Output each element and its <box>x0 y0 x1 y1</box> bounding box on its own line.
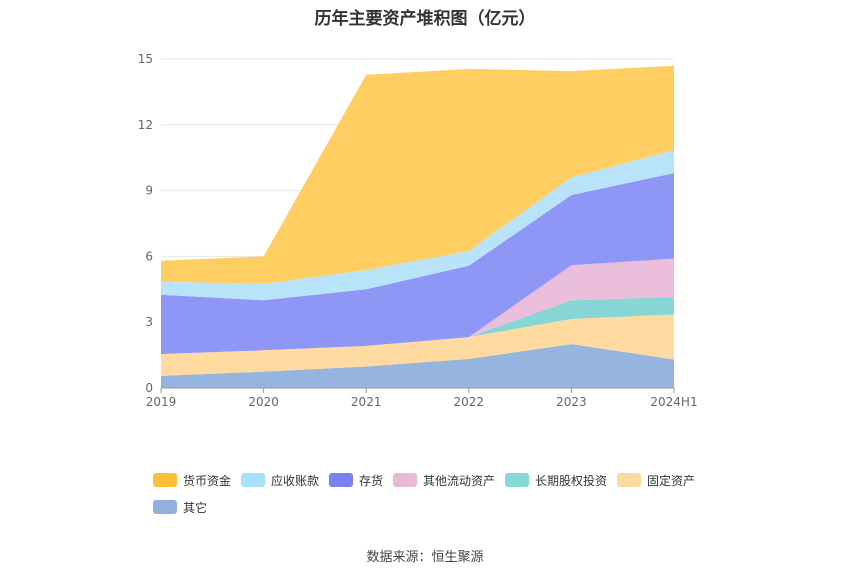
source-caption: 数据来源：恒生聚源 <box>366 550 484 565</box>
legend-swatch <box>241 473 265 487</box>
area-series-3 <box>161 297 674 354</box>
legend-label: 货币资金 <box>183 473 232 488</box>
legend-label: 长期股权投资 <box>535 473 608 488</box>
legend-swatch <box>153 473 177 487</box>
legend-item[interactable]: 其它 <box>153 499 207 515</box>
chart-title: 历年主要资产堆积图（亿元） <box>314 9 536 29</box>
area-series-6 <box>161 150 674 301</box>
legend-swatch <box>329 473 353 487</box>
area-series-4 <box>161 258 674 354</box>
legend-swatch <box>153 500 177 514</box>
y-tick-label: 9 <box>145 184 153 198</box>
legend-swatch <box>393 473 417 487</box>
legend-item[interactable]: 应收账款 <box>241 472 319 488</box>
area-series-2 <box>161 314 674 376</box>
legend-item[interactable]: 其他流动资产 <box>393 472 495 488</box>
legend-swatch <box>505 473 529 487</box>
legend-item[interactable]: 货币资金 <box>153 472 231 488</box>
x-tick-label: 2024H1 <box>650 395 697 409</box>
legend-item[interactable]: 长期股权投资 <box>505 472 607 488</box>
y-tick-label: 3 <box>145 315 153 329</box>
x-tick-label: 2020 <box>248 395 279 409</box>
x-tick-label: 2022 <box>454 395 485 409</box>
legend-label: 应收账款 <box>271 473 320 488</box>
area-series-5 <box>161 173 674 354</box>
y-tick-label: 15 <box>138 52 153 66</box>
x-tick-label: 2023 <box>556 395 587 409</box>
x-tick-label: 2019 <box>146 395 177 409</box>
legend-item[interactable]: 固定资产 <box>617 472 695 488</box>
y-tick-label: 12 <box>138 118 153 132</box>
legend-label: 固定资产 <box>647 473 696 488</box>
area-series-7 <box>161 65 674 284</box>
legend-swatch <box>617 473 641 487</box>
area-series-1 <box>161 344 674 388</box>
legend-label: 其他流动资产 <box>423 473 496 488</box>
y-tick-label: 6 <box>145 249 153 263</box>
x-tick-label: 2021 <box>351 395 382 409</box>
legend-label: 其它 <box>183 500 208 515</box>
legend-label: 存货 <box>359 473 384 488</box>
legend-item[interactable]: 存货 <box>329 472 383 488</box>
y-tick-label: 0 <box>145 381 153 395</box>
